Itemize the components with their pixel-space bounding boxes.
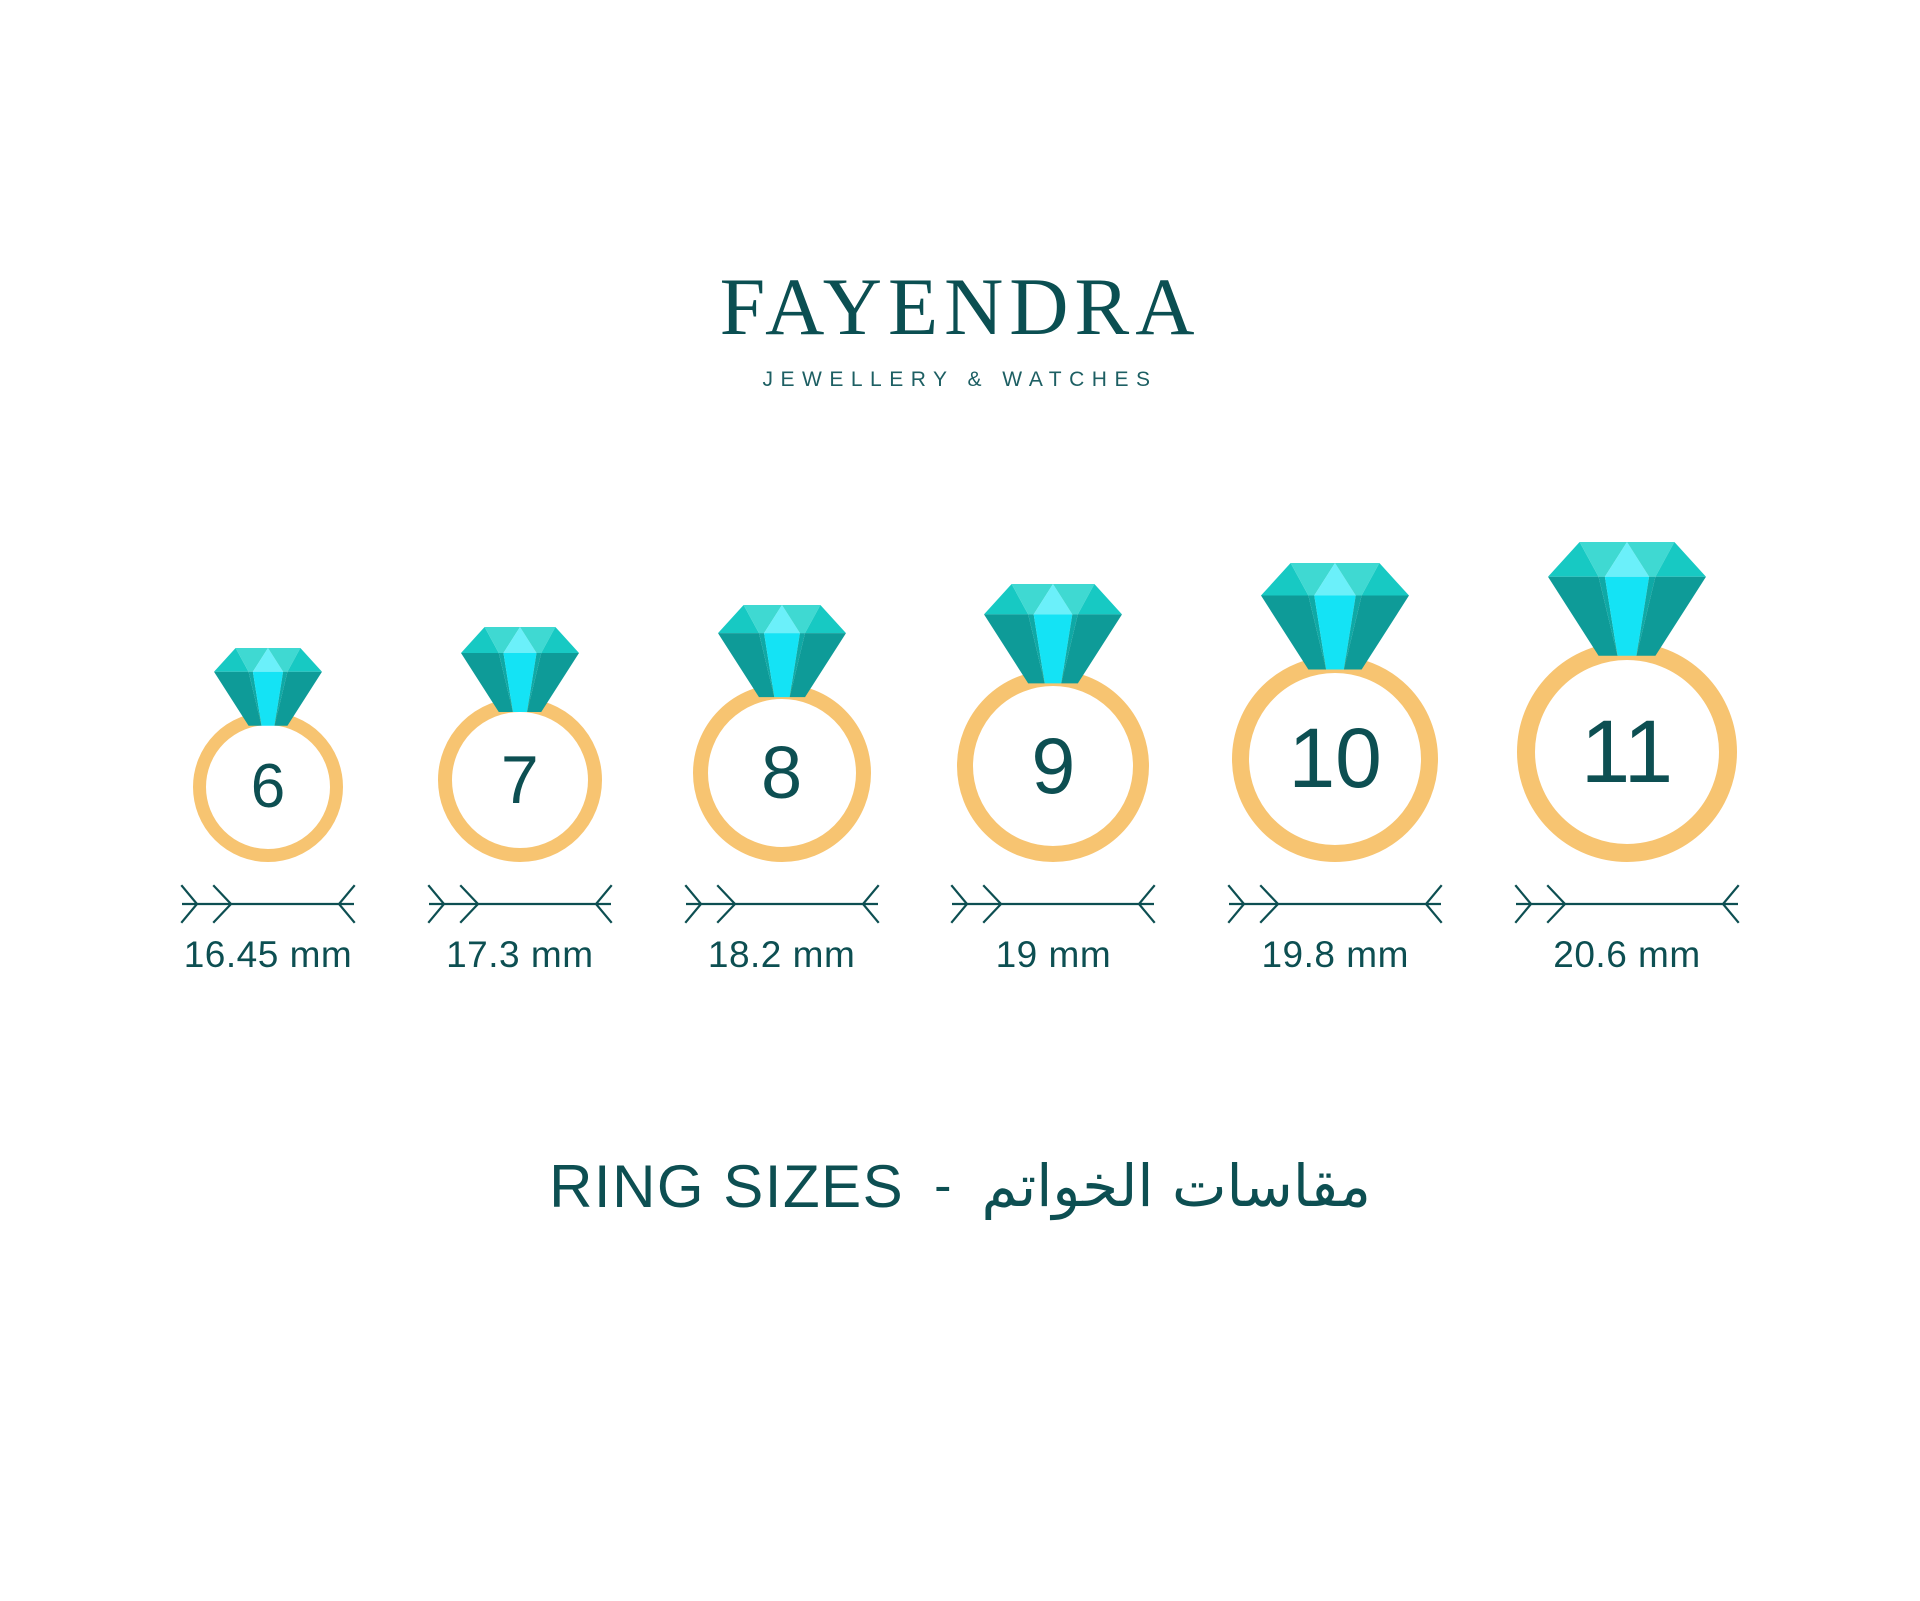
ring-band: 6 [193, 711, 343, 862]
dimension-line [1514, 884, 1740, 924]
diamond-icon [984, 584, 1123, 684]
ring-size-number: 6 [250, 752, 286, 822]
ring-size-cell[interactable]: 7 17.3 mm [427, 626, 613, 976]
ring-illustration: 8 [692, 605, 871, 862]
ring-illustration: 11 [1516, 541, 1737, 862]
diamond-icon [1547, 541, 1706, 656]
ring-size-cell[interactable]: 8 18.2 mm [684, 605, 880, 975]
ring-band: 9 [957, 669, 1150, 862]
dimension-line [684, 884, 880, 924]
ring-band: 10 [1232, 655, 1439, 862]
diamond-icon [460, 626, 579, 712]
dimension-line [950, 884, 1156, 924]
brand-tagline: JEWELLERY & WATCHES [762, 367, 1158, 391]
ring-size-cell[interactable]: 10 19.8 mm [1227, 563, 1443, 976]
footer-title: RING SIZES - مقاسات الخواتم [549, 1152, 1371, 1221]
ring-diameter-label: 19 mm [995, 933, 1112, 975]
ring-size-number: 10 [1288, 711, 1382, 806]
brand-name: FAYENDRA [719, 261, 1201, 352]
ring-size-number: 11 [1580, 701, 1674, 802]
footer-title-english: RING SIZES [549, 1152, 905, 1220]
ring-diameter-label: 17.3 mm [446, 933, 594, 975]
dimension-line [180, 884, 356, 924]
ring-diameter-label: 18.2 mm [707, 933, 856, 975]
ring-illustration: 9 [957, 584, 1150, 862]
ring-sizes-row: 6 16.45 mm [180, 541, 1740, 976]
diamond-icon [717, 605, 846, 698]
ring-size-cell[interactable]: 6 16.45 mm [180, 647, 356, 976]
diamond-icon [214, 647, 322, 726]
ring-band: 8 [692, 683, 871, 862]
ring-size-cell[interactable]: 11 20.6 mm [1514, 541, 1740, 976]
footer-title-separator: - [934, 1157, 952, 1216]
ring-size-number: 9 [1031, 720, 1076, 810]
ring-illustration: 7 [437, 626, 602, 862]
brand-header: FAYENDRA JEWELLERY & WATCHES [719, 261, 1201, 392]
ring-size-number: 7 [500, 741, 539, 818]
ring-size-number: 8 [761, 731, 803, 815]
ring-band: 7 [437, 697, 602, 862]
ring-illustration: 6 [193, 647, 343, 862]
diamond-icon [1261, 563, 1410, 670]
ring-illustration: 10 [1232, 563, 1439, 862]
dimension-line [1227, 884, 1443, 924]
ring-size-cell[interactable]: 9 19 mm [950, 584, 1156, 975]
footer-title-arabic: مقاسات الخواتم [981, 1152, 1371, 1221]
ring-diameter-label: 19.8 mm [1261, 933, 1409, 975]
ring-diameter-label: 20.6 mm [1553, 933, 1701, 975]
ring-diameter-label: 16.45 mm [183, 933, 353, 975]
ring-band: 11 [1516, 641, 1737, 862]
dimension-line [427, 884, 613, 924]
